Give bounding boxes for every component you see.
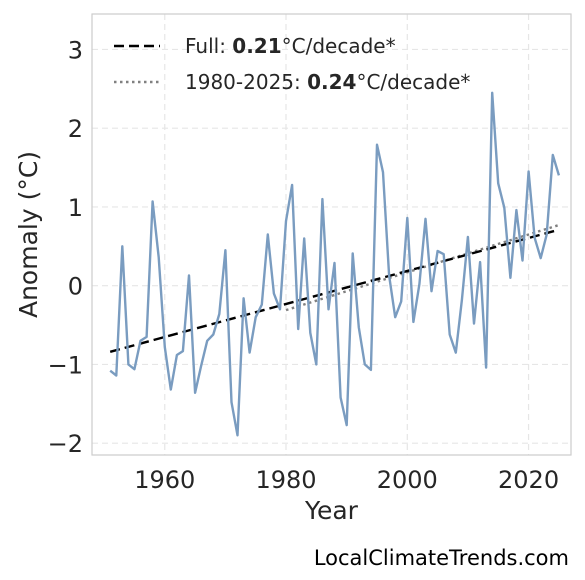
- x-tick-label: 1960: [134, 466, 195, 494]
- legend-label-suffix: °C/decade*: [356, 70, 470, 94]
- legend-label-prefix: Full:: [185, 34, 232, 58]
- source-label: LocalClimateTrends.com: [313, 546, 569, 570]
- legend-entry: Full: 0.21°C/decade*: [185, 34, 396, 58]
- y-tick-label: −1: [48, 351, 83, 379]
- y-tick-label: 1: [68, 194, 83, 222]
- x-tick-label: 2020: [498, 466, 559, 494]
- plot-frame: [91, 13, 572, 456]
- legend: Full: 0.21°C/decade*1980-2025: 0.24°C/de…: [114, 34, 470, 94]
- legend-trend-value: 0.21: [232, 34, 281, 58]
- trend-line-full: [109, 228, 560, 353]
- x-tick-label: 2000: [377, 466, 438, 494]
- y-tick-label: 0: [68, 273, 83, 301]
- y-tick-label: −2: [48, 430, 83, 458]
- x-axis-ticks: 1960 1980 2000 2020: [134, 466, 559, 494]
- x-tick-label: 1980: [255, 466, 316, 494]
- data-series: [109, 91, 561, 437]
- legend-label-suffix: °C/decade*: [282, 34, 396, 58]
- x-axis-title: Year: [304, 496, 359, 525]
- legend-trend-value: 0.24: [307, 70, 356, 94]
- legend-entry: 1980-2025: 0.24°C/decade*: [185, 70, 470, 94]
- y-axis-title: Anomaly (°C): [14, 151, 43, 318]
- y-tick-label: 2: [68, 115, 83, 143]
- legend-label-prefix: 1980-2025:: [185, 70, 307, 94]
- y-tick-label: 3: [68, 36, 83, 64]
- y-axis-ticks: −2 −1 0 1 2 3: [48, 36, 83, 458]
- anomaly-series-line: [109, 91, 561, 437]
